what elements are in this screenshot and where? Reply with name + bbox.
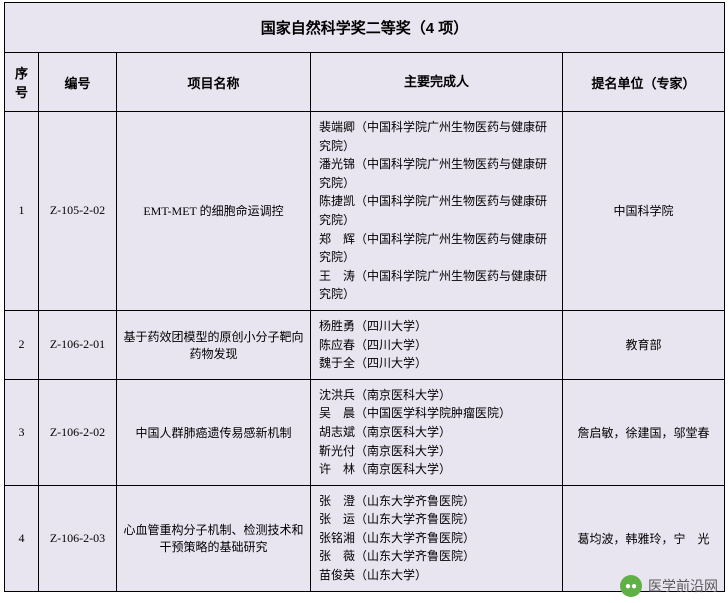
cell-code: Z-106-2-02 xyxy=(39,379,117,485)
table-title: 国家自然科学奖二等奖（4 项） xyxy=(5,3,725,53)
col-header-code: 编号 xyxy=(39,53,117,112)
cell-code: Z-105-2-02 xyxy=(39,112,117,311)
col-header-nominator: 提名单位（专家） xyxy=(563,53,725,112)
col-header-seq: 序号 xyxy=(5,53,39,112)
cell-people: 杨胜勇（四川大学） 陈应春（四川大学） 魏于全（四川大学） xyxy=(311,310,563,379)
table-row: 1Z-105-2-02EMT-MET 的细胞命运调控裴端卿（中国科学院广州生物医… xyxy=(5,112,725,311)
table-row: 2Z-106-2-01基于药效团模型的原创小分子靶向药物发现杨胜勇（四川大学） … xyxy=(5,310,725,379)
cell-code: Z-106-2-01 xyxy=(39,310,117,379)
cell-seq: 4 xyxy=(5,485,39,591)
cell-nominator: 教育部 xyxy=(563,310,725,379)
award-table: 国家自然科学奖二等奖（4 项） 序号 编号 项目名称 主要完成人 提名单位（专家… xyxy=(4,2,725,592)
cell-people: 裴端卿（中国科学院广州生物医药与健康研究院） 潘光锦（中国科学院广州生物医药与健… xyxy=(311,112,563,311)
cell-seq: 1 xyxy=(5,112,39,311)
cell-seq: 3 xyxy=(5,379,39,485)
cell-people: 沈洪兵（南京医科大学） 吴 晨（中国医学科学院肿瘤医院） 胡志斌（南京医科大学）… xyxy=(311,379,563,485)
cell-people: 张 澄（山东大学齐鲁医院） 张 运（山东大学齐鲁医院） 张铭湘（山东大学齐鲁医院… xyxy=(311,485,563,591)
col-header-name: 项目名称 xyxy=(117,53,311,112)
cell-name: 中国人群肺癌遗传易感新机制 xyxy=(117,379,311,485)
table-row: 4Z-106-2-03心血管重构分子机制、检测技术和干预策略的基础研究张 澄（山… xyxy=(5,485,725,591)
title-row: 国家自然科学奖二等奖（4 项） xyxy=(5,3,725,53)
cell-name: EMT-MET 的细胞命运调控 xyxy=(117,112,311,311)
cell-code: Z-106-2-03 xyxy=(39,485,117,591)
col-header-people: 主要完成人 xyxy=(311,53,563,112)
cell-nominator: 葛均波，韩雅玲，宁 光 xyxy=(563,485,725,591)
cell-name: 心血管重构分子机制、检测技术和干预策略的基础研究 xyxy=(117,485,311,591)
cell-name: 基于药效团模型的原创小分子靶向药物发现 xyxy=(117,310,311,379)
header-row: 序号 编号 项目名称 主要完成人 提名单位（专家） xyxy=(5,53,725,112)
award-table-container: 国家自然科学奖二等奖（4 项） 序号 编号 项目名称 主要完成人 提名单位（专家… xyxy=(4,2,724,592)
cell-seq: 2 xyxy=(5,310,39,379)
cell-nominator: 中国科学院 xyxy=(563,112,725,311)
cell-nominator: 詹启敏，徐建国，邬堂春 xyxy=(563,379,725,485)
table-row: 3Z-106-2-02中国人群肺癌遗传易感新机制沈洪兵（南京医科大学） 吴 晨（… xyxy=(5,379,725,485)
